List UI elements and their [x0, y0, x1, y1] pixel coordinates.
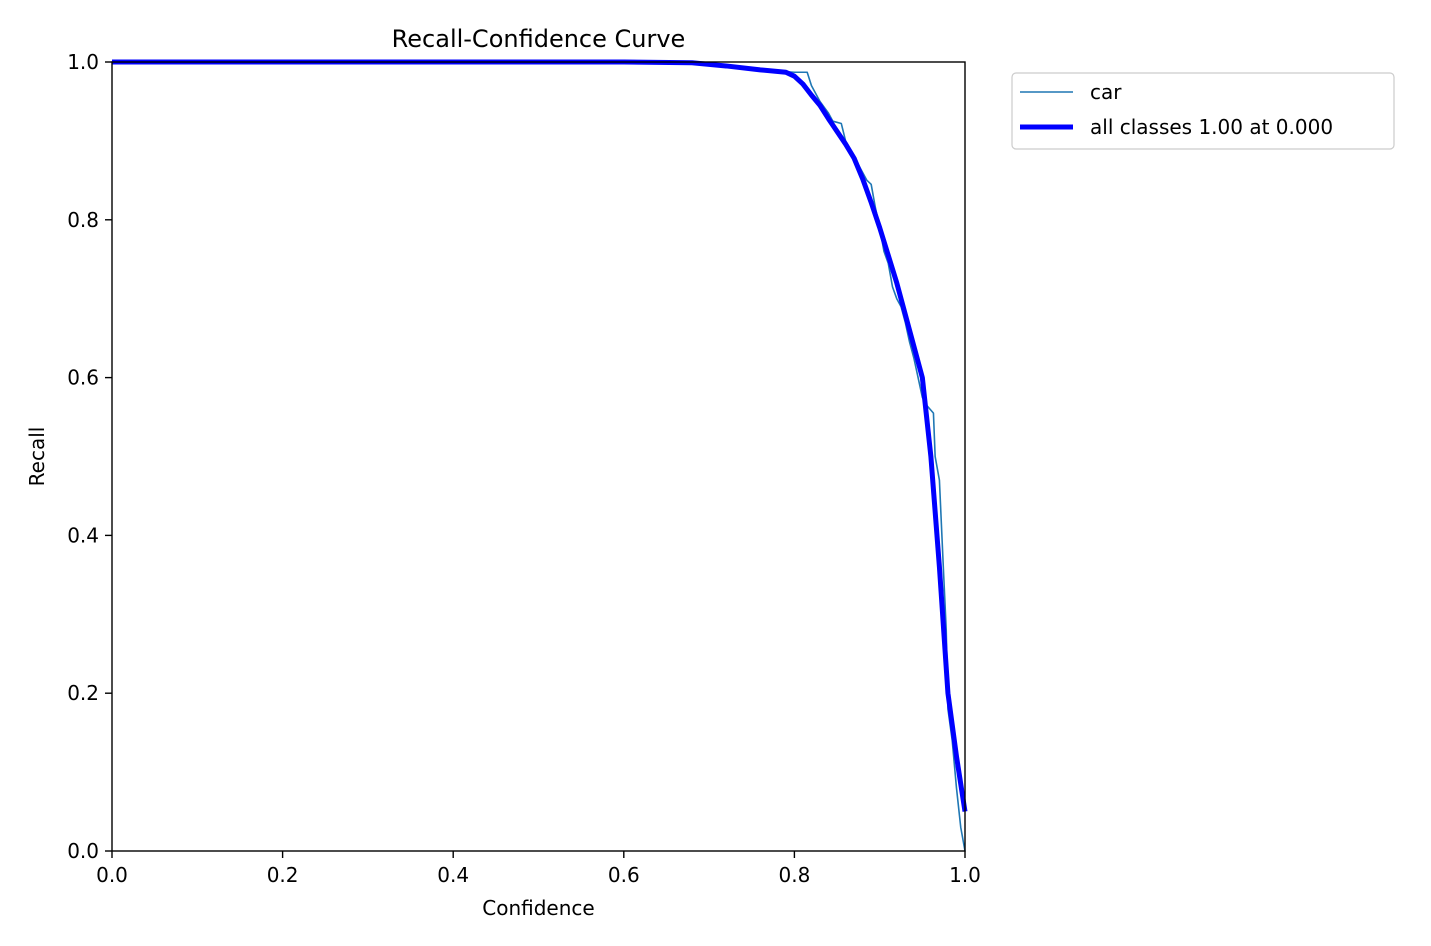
x-tick-label: 0.6	[608, 863, 640, 887]
y-tick-label: 0.4	[67, 523, 99, 547]
legend-label-car: car	[1090, 80, 1122, 104]
x-tick-label: 0.0	[96, 863, 128, 887]
legend-box	[1011, 72, 1395, 150]
x-axis-title: Confidence	[482, 896, 594, 920]
series-line-all-classes	[112, 59, 968, 812]
series-layer	[112, 59, 968, 852]
x-axis-ticks: 0.0 0.2 0.4 0.6 0.8 1.0	[96, 851, 981, 887]
y-axis-ticks: 0.0 0.2 0.4 0.6 0.8 1.0	[67, 50, 112, 863]
y-tick-label: 1.0	[67, 50, 99, 74]
y-tick-label: 0.8	[67, 208, 99, 232]
y-tick-label: 0.0	[67, 839, 99, 863]
x-tick-label: 0.4	[437, 863, 469, 887]
chart-title: Recall-Confidence Curve	[392, 25, 686, 53]
x-tick-label: 1.0	[949, 863, 981, 887]
legend: car all classes 1.00 at 0.000	[1011, 72, 1395, 150]
legend-label-all-classes: all classes 1.00 at 0.000	[1090, 115, 1333, 139]
x-tick-label: 0.2	[267, 863, 299, 887]
y-axis-title: Recall	[25, 427, 49, 487]
y-tick-label: 0.6	[67, 366, 99, 390]
x-tick-label: 0.8	[778, 863, 810, 887]
plot-frame	[111, 61, 966, 852]
y-tick-label: 0.2	[67, 681, 99, 705]
